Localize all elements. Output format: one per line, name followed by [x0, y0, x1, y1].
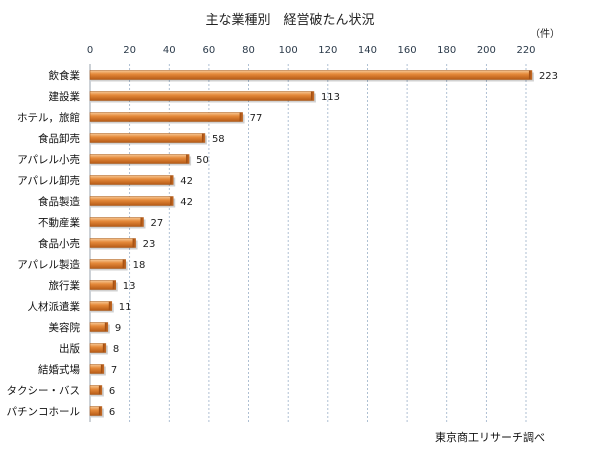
category-label: 出版	[59, 342, 80, 355]
value-label: 113	[321, 92, 340, 103]
x-tick-label: 120	[318, 45, 337, 56]
bar	[89, 154, 192, 166]
value-label: 9	[115, 323, 121, 334]
category-label: 美容院	[49, 321, 81, 334]
value-label: 50	[196, 155, 209, 166]
category-label: アパレル卸売	[17, 174, 80, 187]
bar	[89, 175, 176, 187]
category-labels: 飲食業建設業ホテル，旅館食品卸売アパレル小売アパレル卸売食品製造不動産業食品小売…	[7, 69, 81, 418]
bar	[89, 70, 534, 82]
category-label: 飲食業	[49, 69, 81, 82]
bar	[89, 217, 146, 229]
value-label: 58	[212, 134, 225, 145]
value-label: 6	[109, 386, 115, 397]
bar	[89, 112, 245, 124]
bar	[89, 259, 128, 271]
category-label: 旅行業	[49, 279, 81, 292]
value-label: 13	[123, 281, 136, 292]
category-label: ホテル，旅館	[17, 111, 80, 124]
value-label: 6	[109, 407, 115, 418]
bar	[89, 343, 108, 355]
x-tick-label: 160	[398, 45, 417, 56]
bar	[89, 385, 104, 397]
bar	[89, 406, 104, 418]
x-axis-ticks: 0 20 40 60 80 100 120 140 160 180 200 220	[87, 45, 536, 56]
category-label: 建設業	[49, 90, 81, 103]
bar	[89, 196, 176, 208]
value-label: 42	[180, 176, 193, 187]
value-label: 77	[250, 113, 263, 124]
category-label: パチンコホール	[7, 406, 81, 418]
x-tick-label: 40	[163, 45, 176, 56]
unit-label: （件）	[530, 28, 560, 40]
category-label: 不動産業	[38, 216, 80, 229]
value-label: 7	[111, 365, 117, 376]
bar	[89, 238, 138, 250]
value-label: 223	[539, 71, 558, 82]
category-label: 人材派遣業	[28, 300, 81, 313]
x-tick-label: 100	[279, 45, 298, 56]
value-label: 8	[113, 344, 119, 355]
bars	[89, 70, 534, 418]
category-label: アパレル製造	[17, 258, 80, 271]
category-label: 食品製造	[38, 195, 80, 208]
x-tick-label: 80	[242, 45, 255, 56]
category-label: 食品小売	[38, 237, 80, 250]
x-tick-label: 220	[516, 45, 535, 56]
x-tick-label: 200	[477, 45, 496, 56]
category-label: タクシー・バス	[7, 385, 81, 397]
bar	[89, 364, 106, 376]
bar	[89, 91, 316, 103]
x-tick-label: 20	[123, 45, 136, 56]
value-label: 42	[180, 197, 193, 208]
category-label: 結婚式場	[38, 363, 80, 376]
x-tick-label: 60	[203, 45, 216, 56]
bar	[89, 280, 118, 292]
x-tick-label: 180	[437, 45, 456, 56]
value-label: 11	[119, 302, 132, 313]
value-label: 18	[133, 260, 146, 271]
bar	[89, 133, 207, 145]
bar	[89, 322, 110, 334]
source-note: 東京商工リサーチ調べ	[435, 430, 545, 444]
x-tick-label: 140	[358, 45, 377, 56]
bar	[89, 301, 114, 313]
chart-title: 主な業種別 経営破たん状況	[205, 12, 374, 28]
value-label: 27	[151, 218, 164, 229]
category-label: 食品卸売	[38, 132, 80, 145]
category-label: アパレル小売	[17, 153, 80, 166]
value-label: 23	[143, 239, 156, 250]
x-tick-label: 0	[87, 45, 93, 56]
